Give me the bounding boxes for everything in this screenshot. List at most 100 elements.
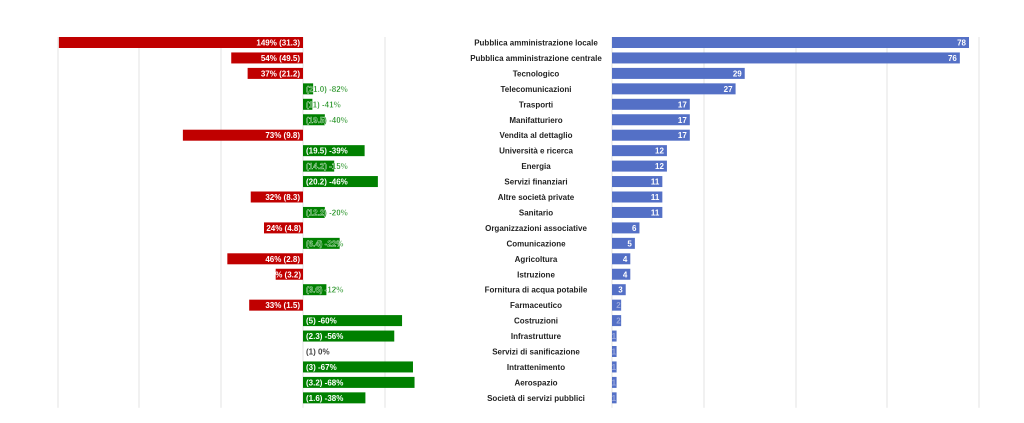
count-bar-label: 1 [612, 348, 617, 357]
count-bar [612, 114, 690, 126]
category-label: Aerospazio [514, 378, 557, 387]
count-bar [612, 160, 667, 172]
count-bar [612, 346, 617, 357]
count-bar-label: 2 [616, 301, 621, 310]
category-label: Altre società private [498, 193, 575, 202]
change-bar [303, 361, 413, 373]
count-bar [612, 67, 745, 79]
count-bar-label: 3 [618, 286, 623, 295]
left-chart-gridlines [57, 37, 386, 408]
change-bar-label: (5) -60% [306, 317, 337, 326]
change-bar-label: (21.0) -82% [306, 85, 348, 94]
change-bar-label: 25% (3.2) [266, 270, 301, 279]
category-label: Istruzione [517, 270, 555, 279]
count-bar-label: 17 [678, 131, 687, 140]
count-bar [612, 376, 617, 388]
count-bar [612, 253, 631, 265]
change-bar-label: (1.6) -38% [306, 394, 343, 403]
change-bar-label: 33% (1.5) [265, 301, 300, 310]
category-label: Organizzazioni associative [485, 224, 587, 233]
change-bar [303, 114, 325, 126]
change-bar [275, 268, 303, 280]
change-bar [303, 376, 415, 388]
count-bar-label: 11 [651, 193, 660, 202]
count-bar [612, 222, 640, 234]
count-bar [612, 392, 617, 404]
count-bar-label: 2 [616, 317, 621, 326]
change-bar [303, 98, 313, 110]
change-bar [303, 330, 395, 342]
change-bar [58, 37, 303, 48]
count-bar-label: 78 [957, 39, 966, 48]
category-label: Università e ricerca [499, 147, 573, 156]
category-label: Intrattenimento [507, 363, 565, 372]
change-bar [249, 299, 303, 311]
category-label: Energia [521, 162, 551, 171]
count-bar [612, 237, 635, 249]
change-bar-label: 54% (49.5) [261, 54, 300, 63]
change-bar [250, 191, 303, 203]
change-bar [303, 145, 365, 157]
count-bar [612, 98, 690, 110]
change-bar-label: (12.2) -20% [306, 208, 348, 217]
count-bar [612, 206, 663, 218]
change-bar-label: 32% (8.3) [265, 193, 300, 202]
category-label: Fornitura di acqua potabile [485, 286, 588, 295]
category-label: Farmaceutico [510, 301, 562, 310]
change-bar [182, 129, 303, 141]
category-label: Infrastrutture [511, 332, 562, 341]
change-bar-label: (2.3) -56% [306, 332, 343, 341]
category-label: Trasporti [519, 100, 553, 109]
category-label: Società di servizi pubblici [487, 394, 585, 403]
count-bar [612, 315, 622, 327]
change-bar-label: 37% (21.2) [261, 69, 300, 78]
count-bar-label: 5 [627, 239, 632, 248]
change-bar [303, 237, 340, 249]
count-bar [612, 37, 969, 48]
change-bar-label: (20.2) -46% [306, 178, 348, 187]
count-bar [612, 145, 667, 157]
change-bar-label: 149% (31.3) [256, 39, 300, 48]
category-label: Vendita al dettaglio [500, 131, 573, 140]
count-bar-label: 17 [678, 116, 687, 125]
change-diverging-bar-chart: 149% (31.3) 54% (49.5) 37% (21.2) (21.0) -8… [58, 37, 415, 404]
count-bar-label: 76 [948, 54, 957, 63]
count-bar-label: 6 [632, 224, 637, 233]
change-bar-label: (19.5) -39% [306, 147, 348, 156]
change-bar [303, 392, 366, 404]
change-bar [264, 222, 303, 234]
category-label: Pubblica amministrazione locale [474, 39, 598, 48]
count-bar-label: 4 [623, 270, 628, 279]
count-bar [612, 299, 622, 311]
count-bar [612, 176, 663, 188]
category-label: Tecnologico [513, 69, 560, 78]
count-bar-label: 29 [733, 69, 742, 78]
count-bar [612, 191, 663, 203]
category-label: Comunicazione [506, 239, 566, 248]
change-bar-label: (14.2) -15% [306, 162, 348, 171]
change-bar-label: (3.2) -68% [306, 378, 343, 387]
category-labels: Pubblica amministrazione locale Pubblica … [470, 39, 602, 403]
count-bar [612, 361, 617, 373]
count-bar-label: 1 [612, 378, 617, 387]
change-bar [303, 160, 335, 172]
change-bar [303, 315, 403, 327]
count-bar-label: 17 [678, 100, 687, 109]
change-bar-label: 46% (2.8) [265, 255, 300, 264]
category-label: Manifatturiero [509, 116, 562, 125]
change-bar-label: (19.5) -40% [306, 116, 348, 125]
change-bar-label: 73% (9.8) [265, 131, 300, 140]
change-bar-label: (1) 0% [306, 348, 330, 357]
count-bar [612, 129, 690, 141]
change-bar [303, 83, 314, 95]
count-bar-label: 4 [623, 255, 628, 264]
change-bar-label: (3.6) -12% [306, 286, 343, 295]
count-bar-label: 1 [612, 332, 617, 341]
change-bar [227, 253, 303, 265]
category-label: Servizi di sanificazione [492, 348, 580, 357]
count-bar-label: 11 [651, 208, 660, 217]
change-bar-label: 24% (4.8) [266, 224, 301, 233]
category-label: Costruzioni [514, 317, 558, 326]
category-label: Servizi finanziari [504, 178, 567, 187]
